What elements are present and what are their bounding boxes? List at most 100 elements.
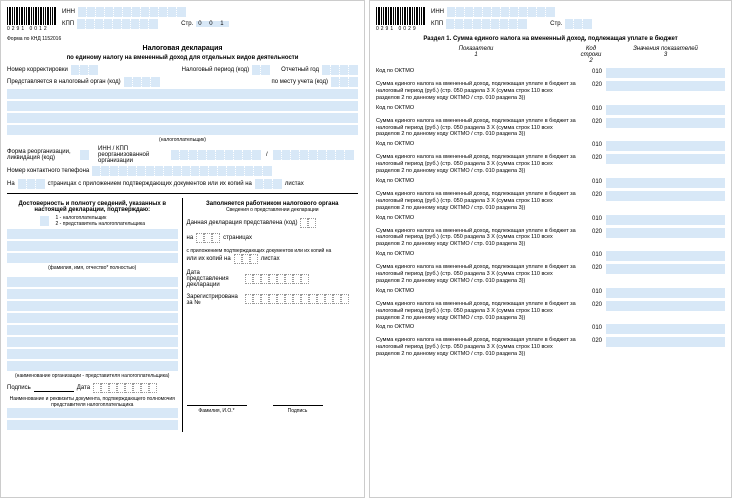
form-code: Форма по КНД 1152016 xyxy=(7,36,358,42)
inn-label: ИНН xyxy=(62,9,75,15)
reorg-code-field[interactable] xyxy=(80,150,89,160)
oktmo-field[interactable] xyxy=(606,324,725,334)
org-name-4[interactable] xyxy=(7,313,178,323)
kpp-field2[interactable] xyxy=(446,19,527,29)
page-label: Стр. xyxy=(181,21,193,27)
taxpayer-name-2[interactable] xyxy=(7,101,358,111)
tax-sum-label: Сумма единого налога на вмененный доход,… xyxy=(376,301,576,322)
on-label: На xyxy=(7,181,15,187)
page-count-field[interactable] xyxy=(18,179,45,189)
oktmo-label: Код по ОКТМО xyxy=(376,251,576,258)
tax-sum-field[interactable] xyxy=(606,337,725,347)
org-name-6[interactable] xyxy=(7,337,178,347)
sig2-label: Подпись xyxy=(273,408,323,414)
oktmo-label: Код по ОКТМО xyxy=(376,105,576,112)
tax-sum-field[interactable] xyxy=(606,264,725,274)
tax-form-page-2: 0291 0029 ИНН КПП Стр. Раздел 1. Сумма е… xyxy=(369,0,732,498)
line-code-020: 020 xyxy=(580,191,602,198)
attach-field2[interactable] xyxy=(234,254,258,264)
tax-sum-field[interactable] xyxy=(606,81,725,91)
oktmo-field[interactable] xyxy=(606,178,725,188)
oktmo-field[interactable] xyxy=(606,105,725,115)
line-code-010: 010 xyxy=(580,105,602,112)
doc-name-1[interactable] xyxy=(7,408,178,418)
barcode-number2: 0291 0029 xyxy=(376,26,425,32)
tax-period-field[interactable] xyxy=(252,65,270,75)
oktmo-field[interactable] xyxy=(606,141,725,151)
or-copies: или их копий на xyxy=(187,256,231,262)
taxpayer-name-3[interactable] xyxy=(7,113,358,123)
tax-sum-field[interactable] xyxy=(606,228,725,238)
reorg-kpp-field[interactable] xyxy=(273,150,354,160)
line-code-020: 020 xyxy=(580,301,602,308)
form-title-1: Налоговая декларация xyxy=(7,45,358,52)
name-field[interactable] xyxy=(7,241,178,251)
line-code-020: 020 xyxy=(580,118,602,125)
org-note: (наименование организации - представител… xyxy=(7,373,178,379)
pages-field2[interactable] xyxy=(196,233,220,243)
kpp-field[interactable] xyxy=(77,19,158,29)
line-code-010: 010 xyxy=(580,288,602,295)
org-name-8[interactable] xyxy=(7,361,178,371)
oktmo-field[interactable] xyxy=(606,68,725,78)
decl-code-field[interactable] xyxy=(300,218,316,228)
date-field[interactable] xyxy=(93,383,157,393)
tax-sum-label: Сумма единого налога на вмененный доход,… xyxy=(376,118,576,139)
confirm-title: Достоверность и полноту сведений, указан… xyxy=(7,201,178,213)
taxpayer-name-4[interactable] xyxy=(7,125,358,135)
tax-sum-field[interactable] xyxy=(606,301,725,311)
tax-sum-field[interactable] xyxy=(606,191,725,201)
taxpayer-name-1[interactable] xyxy=(7,89,358,99)
org-name-3[interactable] xyxy=(7,301,178,311)
inn-label2: ИНН xyxy=(431,9,444,15)
oktmo-label: Код по ОКТМО xyxy=(376,178,576,185)
kpp-label: КПП xyxy=(62,21,74,27)
surname-field[interactable] xyxy=(7,229,178,239)
tax-office-section: Заполняется работником налогового органа… xyxy=(183,198,359,432)
submit-to-field[interactable] xyxy=(124,77,160,87)
line-code-010: 010 xyxy=(580,178,602,185)
page-num-field2[interactable] xyxy=(565,19,592,29)
confirm-opt2: 2 - представитель налогоплательщика xyxy=(56,221,145,227)
inn-field[interactable] xyxy=(78,7,186,17)
org-name-2[interactable] xyxy=(7,289,178,299)
line-code-020: 020 xyxy=(580,154,602,161)
place-code-field[interactable] xyxy=(331,77,358,87)
sheets-label: листах xyxy=(285,181,304,187)
line-code-020: 020 xyxy=(580,81,602,88)
line-code-010: 010 xyxy=(580,215,602,222)
corr-num-field[interactable] xyxy=(71,65,98,75)
barcode-number: 0291 0012 xyxy=(7,26,56,32)
oktmo-field[interactable] xyxy=(606,215,725,225)
tax-form-page-1: 0291 0012 ИНН КПП Стр. 0 0 1 Форма по КН… xyxy=(0,0,365,498)
patronymic-field[interactable] xyxy=(7,253,178,263)
submit-date-field[interactable] xyxy=(245,274,309,284)
oktmo-field[interactable] xyxy=(606,288,725,298)
doc-name-2[interactable] xyxy=(7,420,178,430)
org-name-7[interactable] xyxy=(7,349,178,359)
barcode-icon: 0291 0029 xyxy=(376,7,425,32)
attach-count-field[interactable] xyxy=(255,179,282,189)
confirm-type-field[interactable] xyxy=(40,216,49,226)
report-year-field[interactable] xyxy=(322,65,358,75)
line-code-010: 010 xyxy=(580,141,602,148)
tax-sum-field[interactable] xyxy=(606,118,725,128)
line-code-010: 010 xyxy=(580,68,602,75)
oktmo-label: Код по ОКТМО xyxy=(376,141,576,148)
form-title-2: по единому налогу на вмененный доход для… xyxy=(7,55,358,61)
reorg-inn-field[interactable] xyxy=(171,150,261,160)
barcode-icon: 0291 0012 xyxy=(7,7,56,32)
kpp-label2: КПП xyxy=(431,21,443,27)
org-name-5[interactable] xyxy=(7,325,178,335)
reg-num-field[interactable] xyxy=(245,294,349,304)
inn-field2[interactable] xyxy=(447,7,555,17)
head-3: 3 xyxy=(606,52,725,58)
section-rows: Код по ОКТМО 010 Сумма единого налога на в… xyxy=(376,68,725,358)
oktmo-field[interactable] xyxy=(606,251,725,261)
submit-to-label: Представляется в налоговый орган (код) xyxy=(7,79,121,85)
phone-field[interactable] xyxy=(92,166,272,176)
line-code-020: 020 xyxy=(580,228,602,235)
tax-sum-label: Сумма единого налога на вмененный доход,… xyxy=(376,191,576,212)
org-name-1[interactable] xyxy=(7,277,178,287)
tax-sum-field[interactable] xyxy=(606,154,725,164)
